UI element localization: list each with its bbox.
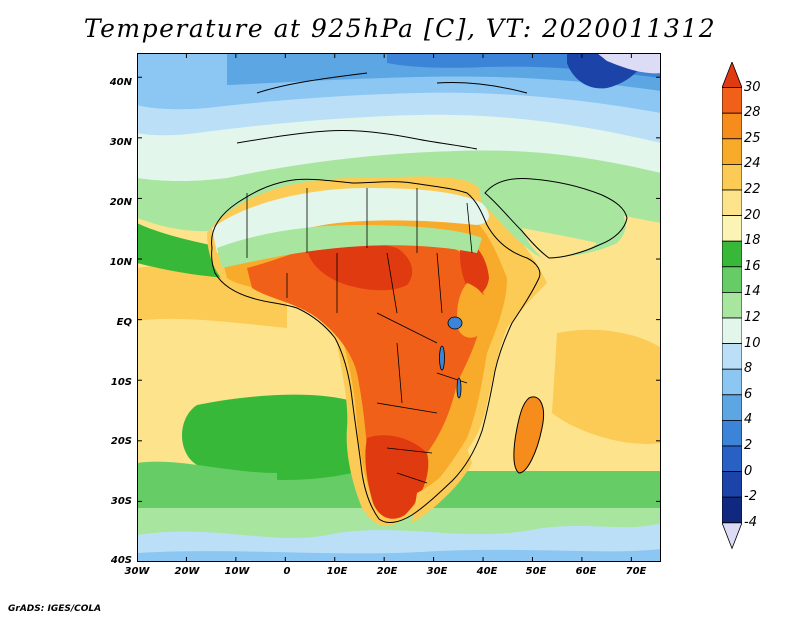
south-atlantic-pale: [137, 461, 277, 498]
africa-hottest-south: [365, 435, 429, 519]
colorbar-label: 4: [744, 412, 753, 428]
colorbar-label: 28: [744, 105, 761, 121]
lon-label: 40E: [476, 566, 498, 577]
credit-text: GrADS: IGES/COLA: [8, 604, 102, 614]
southern-ocean-deep-blue: [137, 549, 661, 562]
lon-label: 50E: [525, 566, 547, 577]
colorbar-bottom-arrow: [722, 522, 742, 550]
lat-label: EQ: [116, 317, 132, 328]
lon-label: 30E: [426, 566, 448, 577]
colorbar-label: 6: [744, 386, 753, 402]
map-frame: [137, 53, 661, 562]
colorbar-label: 24: [744, 156, 761, 172]
lake-victoria: [447, 316, 463, 330]
indian-ocean-warm: [552, 329, 661, 444]
country-borders: [246, 188, 473, 484]
lon-label: 70E: [625, 566, 647, 577]
colorbar-label: 0: [744, 463, 753, 479]
colorbar-label: 18: [744, 233, 761, 249]
colorbar-label: 20: [744, 207, 761, 223]
colorbar-segment: [722, 240, 742, 268]
axis-ticks: [137, 53, 661, 562]
colorbar-segment: [722, 138, 742, 165]
africa-hot: [247, 232, 484, 501]
africa-coastline: [211, 178, 541, 523]
south-atlantic-green: [182, 394, 352, 480]
colorbar-segment: [722, 496, 742, 524]
colorbar-label: -4: [744, 514, 757, 530]
colorbar-segment: [722, 87, 742, 114]
colorbar: [722, 62, 742, 550]
colorbar-label: 8: [744, 361, 753, 377]
mediterranean-coast: [236, 72, 528, 150]
lon-label: 20E: [376, 566, 398, 577]
colorbar-segment: [722, 445, 742, 473]
colorbar-segment: [722, 215, 742, 242]
east-africa-highlands: [457, 283, 490, 338]
north-green-band: [137, 223, 227, 278]
lon-label: 10W: [224, 566, 250, 577]
arabia-coastline: [484, 178, 628, 259]
colorbar-segment: [722, 112, 742, 140]
colorbar-label: 30: [744, 79, 761, 95]
africa-hottest-sahel: [307, 242, 413, 291]
colorbar-segment: [722, 394, 742, 421]
central-asia-lilac: [597, 53, 661, 74]
africa-hottest-east: [459, 238, 489, 295]
colorbar-label: -2: [744, 489, 757, 505]
lon-label: 30W: [124, 566, 150, 577]
lat-label: 20N: [109, 197, 132, 208]
colorbar-segment: [722, 189, 742, 217]
colorbar-segment: [722, 266, 742, 293]
colorbar-label: 10: [744, 335, 761, 351]
colorbar-segment: [722, 471, 742, 498]
colorbar-segment: [722, 368, 742, 396]
arabia-land: [477, 178, 626, 258]
lat-label: 30S: [110, 496, 132, 507]
lon-label: 60E: [575, 566, 597, 577]
lon-label: 10E: [326, 566, 348, 577]
south-coast-cool: [412, 448, 472, 523]
temperature-map: [137, 53, 661, 562]
lon-label: 0: [283, 566, 291, 577]
colorbar-label: 12: [744, 310, 761, 325]
lat-label: 10N: [109, 257, 132, 268]
sahara-cool: [212, 188, 489, 253]
madagascar: [513, 396, 544, 473]
colorbar-label: 22: [744, 182, 761, 197]
lat-label: 40N: [109, 77, 132, 88]
lake-tanganyika: [439, 345, 445, 371]
colorbar-top-arrow: [722, 62, 742, 89]
colorbar-segment: [722, 164, 742, 191]
colorbar-segment: [722, 419, 742, 447]
lat-label: 10S: [110, 377, 132, 388]
tropical-atlantic-warm: [137, 265, 287, 328]
madagascar-outline: [513, 396, 544, 474]
colorbar-segment: [722, 317, 742, 345]
colorbar-label: 16: [744, 258, 761, 274]
lat-label: 30N: [109, 137, 132, 148]
arabia-warm-south: [522, 228, 597, 258]
colorbar-segment: [722, 291, 742, 319]
colorbar-segment: [722, 343, 742, 370]
sahara-green: [217, 225, 482, 268]
map-title: Temperature at 925hPa [C], VT: 202001131…: [83, 14, 717, 43]
lat-label: 40S: [110, 555, 132, 566]
lon-label: 20W: [174, 566, 200, 577]
lake-malawi: [456, 377, 462, 399]
colorbar-label: 14: [744, 284, 761, 300]
colorbar-label: 25: [744, 130, 761, 146]
colorbar-label: 2: [744, 438, 753, 453]
lat-label: 20S: [110, 436, 132, 447]
